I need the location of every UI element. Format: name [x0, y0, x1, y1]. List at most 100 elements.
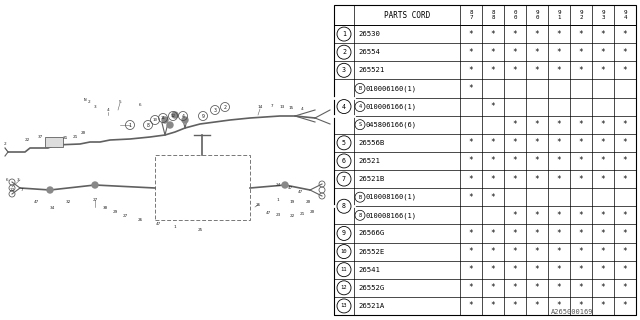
Text: 9
0: 9 0	[535, 10, 539, 20]
Text: *: *	[601, 48, 605, 57]
Text: *: *	[513, 138, 517, 147]
Text: 31: 31	[62, 136, 68, 140]
Text: 20: 20	[81, 131, 86, 135]
Text: *: *	[491, 229, 495, 238]
Text: *: *	[468, 247, 474, 256]
Text: 265521: 265521	[358, 67, 384, 73]
Text: *: *	[601, 120, 605, 129]
Text: *: *	[557, 29, 561, 39]
Text: *: *	[623, 156, 627, 165]
Text: *: *	[491, 247, 495, 256]
Text: 3: 3	[342, 67, 346, 73]
Text: *: *	[468, 301, 474, 310]
Text: *: *	[579, 29, 583, 39]
Text: 20: 20	[309, 210, 315, 214]
Text: 9
1: 9 1	[557, 10, 561, 20]
Text: 21: 21	[300, 212, 305, 216]
Text: *: *	[468, 175, 474, 184]
Text: *: *	[579, 247, 583, 256]
Text: 10: 10	[340, 249, 348, 254]
Text: N: N	[84, 98, 86, 102]
Text: *: *	[491, 283, 495, 292]
Text: 26556B: 26556B	[358, 140, 384, 146]
Text: 9: 9	[202, 114, 204, 118]
Text: 010008160(1): 010008160(1)	[366, 194, 417, 200]
Text: 26521A: 26521A	[358, 303, 384, 309]
Text: *: *	[601, 265, 605, 274]
Text: 19: 19	[289, 200, 294, 204]
Text: *: *	[623, 66, 627, 75]
Text: 7: 7	[271, 104, 273, 108]
Text: 1: 1	[276, 198, 279, 202]
Text: *: *	[534, 211, 540, 220]
Text: *: *	[579, 301, 583, 310]
Text: *: *	[623, 283, 627, 292]
Text: *: *	[513, 229, 517, 238]
Text: *: *	[579, 211, 583, 220]
Text: 47: 47	[287, 186, 292, 190]
Text: 26521: 26521	[358, 158, 380, 164]
Text: *: *	[468, 84, 474, 93]
Text: *: *	[557, 211, 561, 220]
Text: *: *	[468, 265, 474, 274]
Text: *: *	[513, 175, 517, 184]
Text: 26552G: 26552G	[358, 285, 384, 291]
Text: 4: 4	[182, 114, 184, 118]
Text: 20: 20	[305, 200, 310, 204]
Text: *: *	[557, 175, 561, 184]
Circle shape	[162, 117, 168, 123]
Text: *: *	[491, 156, 495, 165]
Text: *: *	[534, 247, 540, 256]
Text: *: *	[534, 265, 540, 274]
Text: 27: 27	[92, 198, 98, 202]
Text: 6: 6	[342, 158, 346, 164]
Text: 010008166(1): 010008166(1)	[366, 212, 417, 219]
Text: *: *	[468, 138, 474, 147]
Text: *: *	[623, 229, 627, 238]
Text: 4: 4	[342, 104, 346, 109]
Text: *: *	[579, 229, 583, 238]
Text: 0
0: 0 0	[513, 10, 516, 20]
Text: *: *	[534, 283, 540, 292]
Text: *: *	[557, 120, 561, 129]
Text: *: *	[513, 283, 517, 292]
Text: PARTS CORD: PARTS CORD	[384, 11, 430, 20]
Text: 4: 4	[107, 108, 109, 112]
Text: *: *	[534, 66, 540, 75]
Text: 2: 2	[88, 100, 90, 104]
Text: 6: 6	[139, 103, 141, 107]
Text: 47: 47	[266, 211, 271, 215]
Text: 13: 13	[280, 105, 285, 109]
Text: *: *	[579, 156, 583, 165]
Text: 26552E: 26552E	[358, 249, 384, 255]
Text: 26: 26	[255, 203, 260, 207]
Text: *: *	[601, 283, 605, 292]
Text: *: *	[579, 138, 583, 147]
Text: *: *	[579, 283, 583, 292]
Text: *: *	[623, 211, 627, 220]
Text: 010006160(1): 010006160(1)	[366, 85, 417, 92]
Text: 1: 1	[173, 225, 176, 229]
Text: 21: 21	[72, 135, 77, 139]
Text: 15: 15	[289, 106, 294, 110]
Text: *: *	[513, 156, 517, 165]
Text: 29: 29	[113, 210, 118, 214]
Text: *: *	[601, 138, 605, 147]
Text: *: *	[557, 48, 561, 57]
Text: *: *	[491, 301, 495, 310]
Text: 8: 8	[358, 213, 362, 218]
Text: *: *	[601, 301, 605, 310]
Text: 8
8: 8 8	[492, 10, 495, 20]
Text: *: *	[601, 229, 605, 238]
Text: *: *	[557, 138, 561, 147]
Text: *: *	[468, 29, 474, 39]
Text: *: *	[557, 301, 561, 310]
Text: 2: 2	[223, 105, 227, 109]
Text: *: *	[513, 120, 517, 129]
Text: 7: 7	[20, 188, 23, 192]
Text: *: *	[534, 229, 540, 238]
Text: *: *	[491, 138, 495, 147]
Text: *: *	[513, 211, 517, 220]
Text: *: *	[468, 66, 474, 75]
Text: *: *	[468, 156, 474, 165]
